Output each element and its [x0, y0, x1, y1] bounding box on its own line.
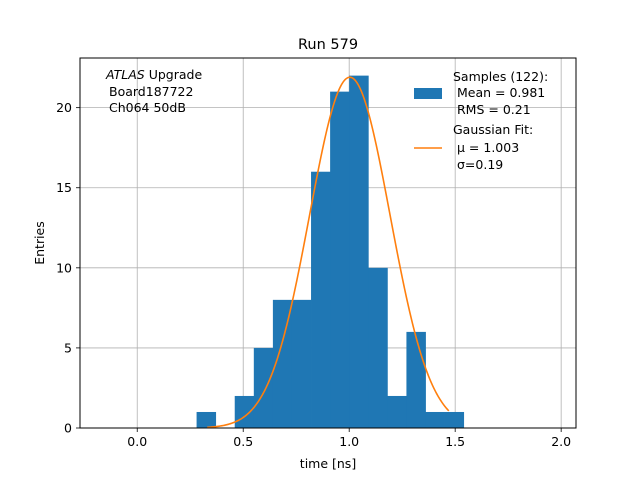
- x-axis-label: time [ns]: [300, 456, 356, 471]
- histogram-bar: [425, 411, 445, 428]
- legend-hist-title: Samples (122):: [453, 69, 548, 84]
- y-tick-label: 15: [56, 180, 72, 195]
- histogram-bar: [349, 75, 369, 428]
- annotation-line-2: Board187722: [109, 84, 193, 99]
- y-tick-label: 5: [64, 340, 72, 355]
- histogram-bar: [291, 299, 312, 428]
- histogram-bars: [196, 75, 465, 429]
- legend-hist-rms: RMS = 0.21: [457, 102, 531, 117]
- histogram-bar: [330, 91, 350, 429]
- y-tick-label: 20: [56, 100, 72, 115]
- histogram-bar: [253, 347, 274, 428]
- histogram-bar: [368, 267, 388, 428]
- atlas-label: ATLAS: [105, 67, 145, 82]
- x-tick-label: 2.0: [551, 434, 571, 449]
- chart-title: Run 579: [298, 37, 358, 53]
- axis-ticks: 0.0 0.5 1.0 1.5 2.0 0 5 10 15 20: [56, 100, 571, 449]
- histogram-bar: [272, 299, 293, 428]
- legend: Samples (122): Mean = 0.981 RMS = 0.21 G…: [414, 69, 548, 172]
- histogram-bar: [444, 411, 465, 428]
- gaussian-fit-curve: [207, 76, 450, 429]
- legend-fit-title: Gaussian Fit:: [453, 122, 533, 137]
- x-tick-label: 0.0: [127, 434, 147, 449]
- upgrade-label: Upgrade: [145, 67, 203, 82]
- y-tick-label: 0: [64, 421, 72, 436]
- annotation-line-3: Ch064 50dB: [109, 100, 186, 115]
- x-tick-label: 1.5: [445, 434, 465, 449]
- legend-fit-sigma: σ=0.19: [457, 157, 503, 172]
- y-tick-label: 10: [56, 260, 72, 275]
- legend-hist-swatch: [414, 88, 442, 99]
- fit-curve-layer: [207, 76, 450, 429]
- legend-hist-mean: Mean = 0.981: [457, 85, 545, 100]
- annotation-line-1: ATLAS Upgrade: [105, 67, 202, 82]
- histogram-bar: [196, 411, 217, 428]
- histogram-bar: [387, 395, 407, 428]
- x-tick-label: 1.0: [339, 434, 359, 449]
- histogram-bar: [234, 395, 255, 428]
- histogram-bar: [311, 171, 331, 428]
- histogram-bar: [406, 331, 426, 428]
- y-axis-label: Entries: [32, 221, 47, 265]
- plot-frame: [79, 57, 577, 429]
- legend-fit-mu: μ = 1.003: [457, 140, 519, 155]
- x-tick-label: 0.5: [233, 434, 253, 449]
